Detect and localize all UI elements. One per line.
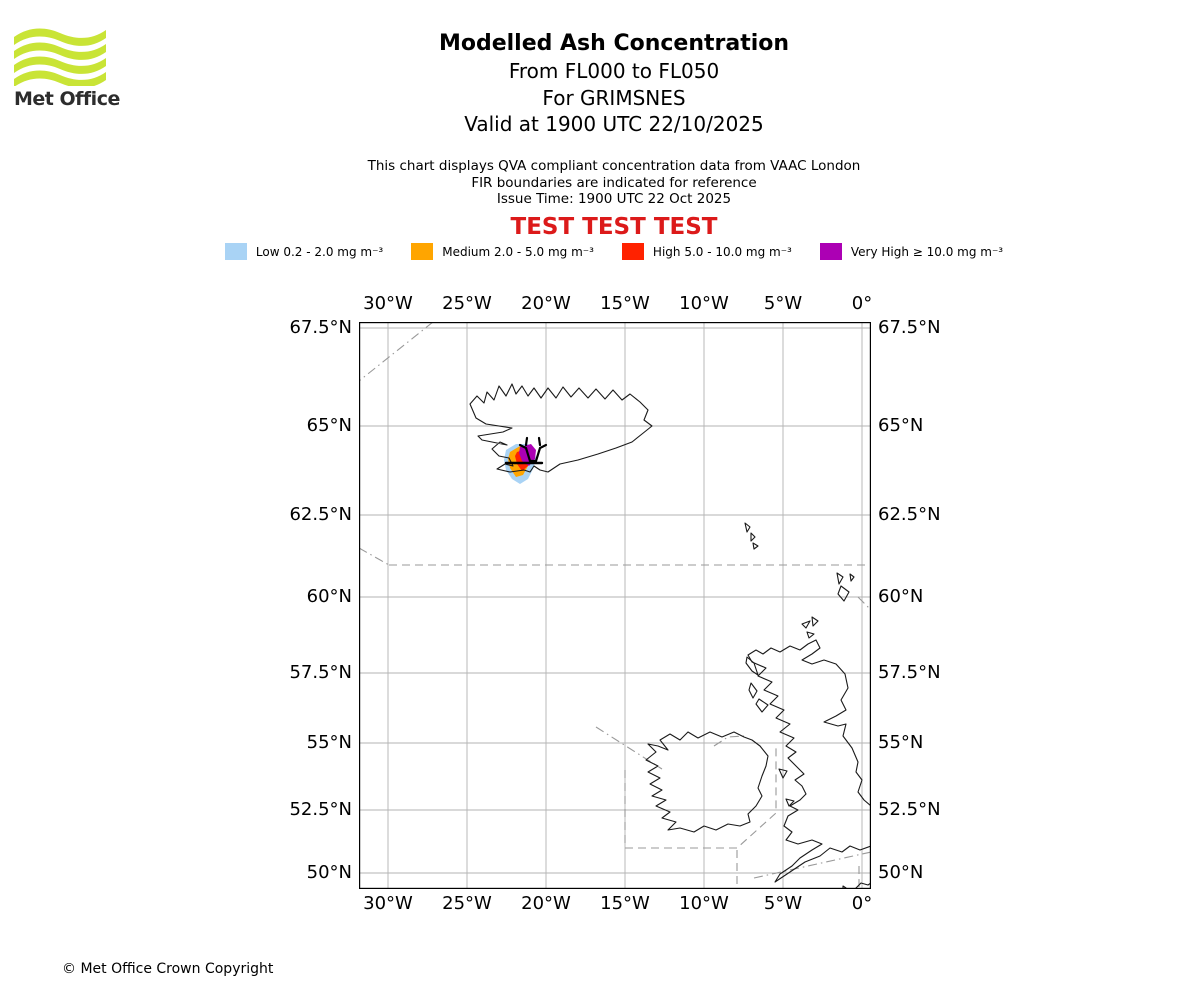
lon-tick-label: 30°W (363, 893, 413, 914)
lat-tick-label: 57.5°N (878, 662, 941, 683)
coast-iceland (469, 383, 653, 473)
lat-tick-label: 52.5°N (289, 799, 352, 820)
logo-wordmark: Met Office (14, 88, 120, 110)
lat-tick-label: 52.5°N (878, 799, 941, 820)
lon-tick-label: 25°W (442, 893, 492, 914)
lon-tick-label: 5°W (763, 893, 803, 914)
lon-tick-label: 20°W (521, 893, 571, 914)
lat-tick-label: 57.5°N (289, 662, 352, 683)
legend-item-high: High 5.0 - 10.0 mg m⁻³ (621, 243, 792, 260)
lon-tick-label: 15°W (600, 893, 650, 914)
subtitle-valid-time: Valid at 1900 UTC 22/10/2025 (464, 112, 764, 136)
coast-great-britain (747, 639, 871, 883)
met-office-logo: Met Office (14, 26, 134, 110)
map-gridlines (359, 322, 871, 889)
title-block: Modelled Ash Concentration From FL000 to… (28, 30, 1200, 138)
lat-tick-label: 50°N (306, 862, 352, 883)
legend-label-low: Low 0.2 - 2.0 mg m⁻³ (255, 244, 384, 259)
lon-tick-label: 0° (851, 293, 873, 314)
lon-tick-label: 10°W (679, 893, 729, 914)
legend-swatch-low (224, 243, 247, 260)
lon-tick-label: 10°W (679, 293, 729, 314)
info-block: This chart displays QVA compliant concen… (28, 158, 1200, 208)
lon-tick-label: 30°W (363, 293, 413, 314)
test-banner: TEST TEST TEST (510, 214, 718, 240)
subtitle-flight-levels: From FL000 to FL050 (508, 59, 720, 83)
volcano-icon (504, 436, 548, 465)
lat-tick-label: 65°N (878, 415, 924, 436)
lat-tick-label: 60°N (878, 586, 924, 607)
map-border (359, 322, 871, 889)
coast-ireland (645, 731, 769, 833)
lon-tick-label: 20°W (521, 293, 571, 314)
info-line-qva: This chart displays QVA compliant concen… (367, 158, 861, 174)
lon-tick-label: 25°W (442, 293, 492, 314)
logo-waves-icon (14, 28, 106, 86)
legend-label-very-high: Very High ≥ 10.0 mg m⁻³ (850, 244, 1004, 259)
lat-tick-label: 67.5°N (878, 317, 941, 338)
map-plot-area (359, 322, 871, 889)
lat-tick-label: 50°N (878, 862, 924, 883)
subtitle-volcano: For GRIMSNES (542, 85, 686, 110)
legend-label-medium: Medium 2.0 - 5.0 mg m⁻³ (442, 244, 594, 259)
coastlines (469, 383, 871, 889)
legend-swatch-high (621, 243, 644, 260)
legend-label-high: High 5.0 - 10.0 mg m⁻³ (652, 244, 792, 259)
info-line-fir: FIR boundaries are indicated for referen… (471, 174, 757, 191)
copyright-text: © Met Office Crown Copyright (62, 961, 274, 977)
lat-tick-label: 62.5°N (878, 504, 941, 525)
lat-tick-label: 55°N (878, 732, 924, 753)
legend-swatch-very-high (819, 243, 842, 260)
coast-small-islands (744, 522, 871, 889)
page-title: Modelled Ash Concentration (438, 31, 790, 56)
legend-item-low: Low 0.2 - 2.0 mg m⁻³ (224, 243, 384, 260)
lat-tick-label: 67.5°N (289, 317, 352, 338)
lon-tick-label: 15°W (600, 293, 650, 314)
lat-tick-label: 55°N (306, 732, 352, 753)
legend: Low 0.2 - 2.0 mg m⁻³ Medium 2.0 - 5.0 mg… (28, 243, 1200, 260)
legend-item-very-high: Very High ≥ 10.0 mg m⁻³ (819, 243, 1004, 260)
fir-boundaries (359, 322, 871, 889)
lat-tick-label: 65°N (306, 415, 352, 436)
legend-swatch-medium (411, 243, 434, 260)
lat-tick-label: 62.5°N (289, 504, 352, 525)
info-line-issue-time: Issue Time: 1900 UTC 22 Oct 2025 (496, 191, 732, 207)
lon-tick-label: 5°W (763, 293, 803, 314)
legend-item-medium: Medium 2.0 - 5.0 mg m⁻³ (411, 243, 594, 260)
lon-tick-label: 0° (851, 893, 873, 914)
lat-tick-label: 60°N (306, 586, 352, 607)
